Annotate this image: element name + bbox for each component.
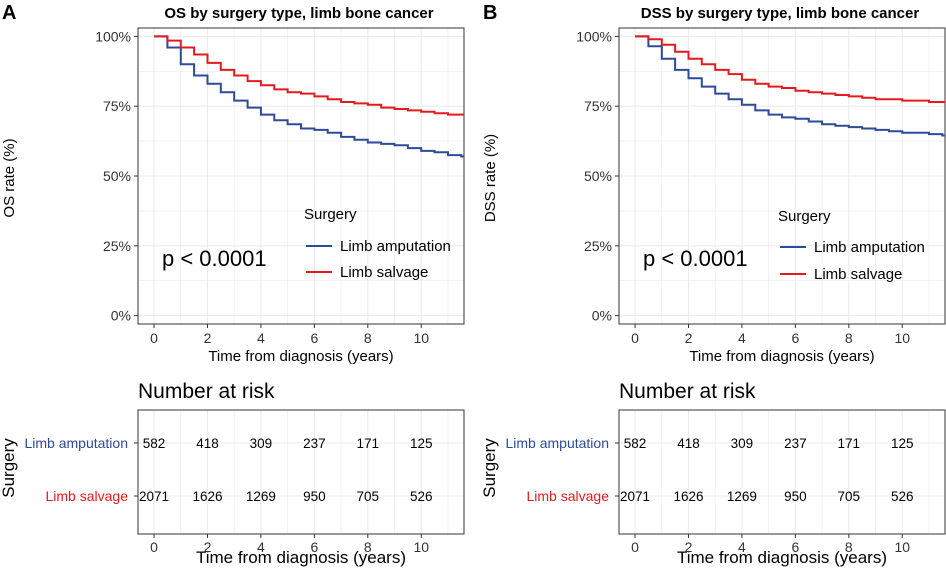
risk-cell: 418 [196,436,219,451]
risk-cell: 309 [731,436,754,451]
y-axis-title: OS rate (%) [1,138,18,217]
risk-cell: 582 [624,436,647,451]
x-tick-label: 10 [413,330,429,346]
risk-x-tick-label: 10 [894,539,910,555]
risk-table-y-title: Surgery [480,438,499,498]
p-value-label: p < 0.0001 [643,246,748,271]
risk-cell: 2071 [139,489,169,504]
x-tick-label: 8 [364,330,372,346]
legend-item-amputation: Limb amputation [814,239,925,256]
risk-cell: 526 [410,489,433,504]
y-tick-label: 75% [584,98,612,114]
risk-cell: 1626 [673,489,703,504]
series-line-salvage [635,35,945,103]
risk-cell: 171 [838,436,861,451]
risk-x-tick-label: 0 [150,539,158,555]
x-tick-label: 0 [631,330,639,346]
y-tick-label: 50% [584,168,612,184]
p-value-label: p < 0.0001 [162,246,267,271]
risk-x-tick-label: 4 [738,539,746,555]
y-tick-label: 50% [103,168,131,184]
risk-table-title: Number at risk [619,380,756,403]
y-tick-label: 0% [111,308,131,324]
risk-cell: 125 [410,436,433,451]
series-line-amputation [635,35,945,137]
y-tick-label: 100% [576,28,612,44]
panel-a: A OS by surgery type, limb bone cancer O… [0,2,465,567]
risk-x-tick-label: 10 [413,539,429,555]
risk-cell: 705 [357,489,380,504]
legend-item-salvage: Limb salvage [340,264,428,281]
series-line-salvage [154,35,464,116]
risk-table-border [618,409,946,535]
risk-cell: 1269 [727,489,757,504]
risk-x-tick-label: 8 [364,539,372,555]
risk-table: 0 2 4 6 8 10 Limb amputation 582 418 309 237 171 125… [505,409,946,555]
chart-title: DSS by surgery type, limb bone cancer [641,5,920,22]
series-line-amputation [154,35,464,158]
y-tick-label: 100% [95,28,131,44]
x-tick-label: 6 [310,330,318,346]
risk-cell: 950 [784,489,807,504]
risk-cell: 309 [250,436,273,451]
panel-b: B DSS by surgery type, limb bone cancer … [480,2,946,567]
risk-cell: 2071 [620,489,650,504]
risk-cell: 582 [143,436,166,451]
risk-x-tick-label: 4 [257,539,265,555]
y-tick-label: 75% [103,98,131,114]
x-axis-title: Time from diagnosis (years) [689,348,874,365]
risk-table-border [137,409,465,535]
risk-cell: 418 [677,436,700,451]
risk-table-title: Number at risk [138,380,275,403]
risk-cell: 950 [303,489,326,504]
x-tick-label: 6 [791,330,799,346]
risk-cell: 171 [357,436,380,451]
risk-cell: 237 [784,436,807,451]
risk-cell: 526 [891,489,914,504]
chart-title: OS by surgery type, limb bone cancer [164,5,433,22]
risk-cell: 1269 [246,489,276,504]
x-tick-label: 4 [257,330,265,346]
x-tick-label: 0 [150,330,158,346]
panel-label: B [483,2,497,24]
risk-row-label: Limb amputation [505,435,609,451]
legend-item-salvage: Limb salvage [814,266,902,283]
risk-x-tick-label: 8 [845,539,853,555]
panel-label: A [2,2,16,24]
risk-cell: 237 [303,436,326,451]
risk-x-tick-label: 2 [204,539,212,555]
x-tick-label: 2 [204,330,212,346]
risk-x-tick-label: 0 [631,539,639,555]
x-axis-title: Time from diagnosis (years) [208,348,393,365]
risk-cell: 125 [891,436,914,451]
risk-x-tick-label: 6 [791,539,799,555]
x-tick-label: 4 [738,330,746,346]
risk-table: 0 2 4 6 8 10 Limb amputation 582 418 309 237 171 125… [24,409,465,555]
risk-cell: 1626 [192,489,222,504]
y-axis-title: DSS rate (%) [482,134,499,222]
y-tick-label: 25% [584,238,612,254]
risk-table-x-title: Time from diagnosis (years) [196,548,406,567]
y-tick-label: 0% [592,308,612,324]
risk-x-tick-label: 2 [685,539,693,555]
plot-area [137,27,465,325]
y-tick-label: 25% [103,238,131,254]
risk-row-label: Limb amputation [24,435,128,451]
risk-x-tick-label: 6 [310,539,318,555]
risk-row-label: Limb salvage [527,488,610,504]
risk-cell: 705 [838,489,861,504]
x-tick-label: 10 [894,330,910,346]
risk-table-x-title: Time from diagnosis (years) [677,548,887,567]
risk-row-label: Limb salvage [46,488,129,504]
plot-area [618,27,946,325]
x-tick-label: 8 [845,330,853,346]
legend-title: Surgery [304,206,357,223]
legend-title: Surgery [778,208,831,225]
risk-table-y-title: Surgery [0,438,18,498]
legend-item-amputation: Limb amputation [340,238,451,255]
x-tick-label: 2 [685,330,693,346]
